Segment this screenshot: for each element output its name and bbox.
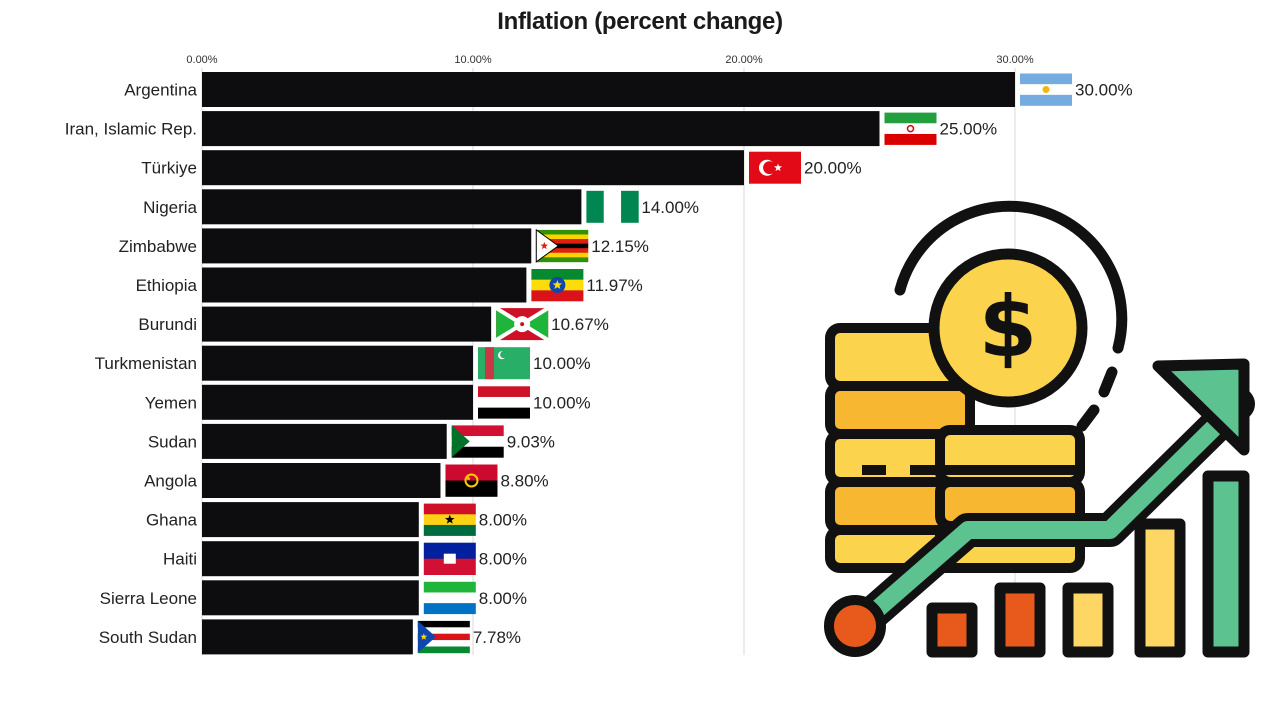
argentina-flag xyxy=(1020,73,1072,106)
chart-title: Inflation (percent change) xyxy=(497,8,783,35)
south-sudan-flag xyxy=(417,620,470,654)
trend-arrow-icon xyxy=(824,358,1255,657)
value-label: 14.00% xyxy=(641,198,699,217)
value-label: 11.97% xyxy=(586,276,642,295)
value-label: 10.67% xyxy=(551,315,609,334)
bar xyxy=(202,228,532,264)
x-tick-label: 10.00% xyxy=(454,54,492,66)
value-label: 8.00% xyxy=(479,550,527,569)
nigeria-flag xyxy=(586,190,639,223)
sierra-leone-flag xyxy=(423,581,476,615)
ethiopia-flag xyxy=(531,269,584,302)
category-label: Turkmenistan xyxy=(95,354,197,373)
value-label: 20.00% xyxy=(804,159,862,178)
iran-flag xyxy=(884,112,937,145)
bar xyxy=(202,384,473,420)
category-label: Iran, Islamic Rep. xyxy=(65,120,197,139)
bars: Argentina 30.00% Iran, Islamic Rep. 25.00% T… xyxy=(65,72,1133,655)
value-label: 30.00% xyxy=(1075,81,1133,100)
bar xyxy=(202,541,419,577)
angola-flag xyxy=(445,464,498,497)
category-label: Angola xyxy=(144,472,197,491)
yemen-flag xyxy=(478,386,530,419)
value-label: 25.00% xyxy=(940,120,998,139)
category-label: Türkiye xyxy=(141,159,197,178)
category-label: Nigeria xyxy=(143,198,197,217)
turkmenistan-flag xyxy=(478,347,530,380)
x-tick-label: 30.00% xyxy=(996,54,1034,66)
value-label: 8.00% xyxy=(479,511,527,530)
bar xyxy=(202,306,492,342)
bar xyxy=(202,267,527,303)
x-tick-label: 0.00% xyxy=(186,54,217,66)
category-label: Burundi xyxy=(138,315,197,334)
value-label: 7.78% xyxy=(473,628,521,647)
bar xyxy=(202,150,744,186)
value-label: 10.00% xyxy=(533,354,591,373)
bar xyxy=(202,72,1015,107)
category-label: Yemen xyxy=(145,393,197,412)
growth-bar-icons xyxy=(926,470,1250,658)
category-label: Zimbabwe xyxy=(119,237,197,256)
category-label: Ethiopia xyxy=(136,276,198,295)
x-tick-label: 20.00% xyxy=(725,54,763,66)
value-label: 12.15% xyxy=(591,237,649,256)
dollar-coin-icon: $ xyxy=(928,248,1088,408)
burundi-flag xyxy=(495,306,550,342)
value-label: 8.00% xyxy=(479,589,527,608)
zimbabwe-flag xyxy=(535,228,589,263)
bar xyxy=(202,619,413,655)
value-label: 8.80% xyxy=(500,472,548,491)
category-label: South Sudan xyxy=(99,628,197,647)
bar xyxy=(202,111,880,147)
ghana-flag xyxy=(423,503,476,536)
haiti-flag xyxy=(423,542,476,575)
value-label: 9.03% xyxy=(507,432,555,451)
category-label: Haiti xyxy=(163,550,197,569)
money-growth-chart-icon: $ xyxy=(824,200,1255,658)
bar xyxy=(202,423,447,459)
category-label: Sierra Leone xyxy=(100,589,197,608)
category-label: Sudan xyxy=(148,432,197,451)
category-label: Argentina xyxy=(124,81,197,100)
bar xyxy=(202,502,419,538)
bar xyxy=(202,463,441,498)
category-label: Ghana xyxy=(146,511,198,530)
sudan-flag xyxy=(451,425,504,458)
value-label: 10.00% xyxy=(533,393,591,412)
bar xyxy=(202,189,582,225)
bar xyxy=(202,580,419,616)
x-axis-ticks: 0.00% 10.00% 20.00% 30.00% xyxy=(186,54,1033,66)
svg-text:$: $ xyxy=(979,278,1037,376)
bar xyxy=(202,345,473,381)
turkiye-flag xyxy=(749,151,801,184)
dashed-circle-arc xyxy=(894,200,1128,432)
